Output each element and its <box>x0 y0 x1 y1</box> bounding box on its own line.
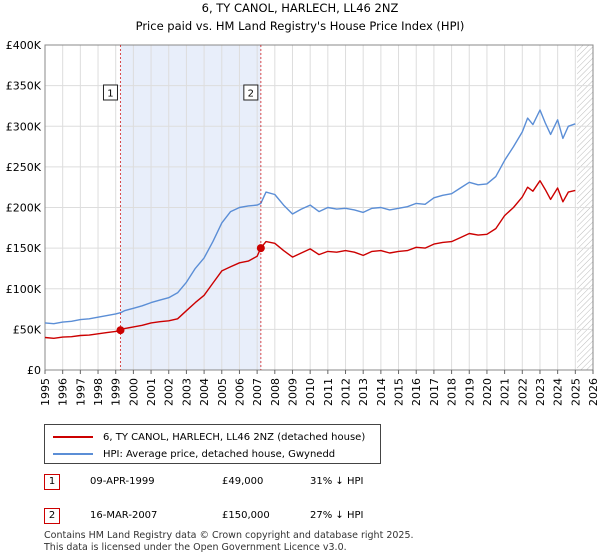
chart-subtitle: Price paid vs. HM Land Registry's House … <box>136 19 465 33</box>
sale-label-box <box>102 84 118 101</box>
x-tick-label: 2018 <box>446 378 459 406</box>
y-tick-label: £300K <box>6 120 42 133</box>
hpi-line <box>44 109 576 325</box>
property-price-line <box>44 179 576 339</box>
x-tick-label: 2022 <box>516 378 529 406</box>
y-tick-label: £100K <box>6 283 42 296</box>
x-tick-label: 2002 <box>163 378 176 406</box>
sale-badge: 2 <box>44 508 60 524</box>
x-tick-label: 1997 <box>74 378 87 406</box>
x-tick-label: 1996 <box>57 378 70 406</box>
x-tick-label: 1998 <box>92 378 105 406</box>
x-tick-label: 2000 <box>127 378 140 406</box>
x-tick-label: 2001 <box>145 378 158 406</box>
x-tick-label: 2017 <box>428 378 441 406</box>
x-tick-label: 2012 <box>340 378 353 406</box>
footer-copyright: Contains HM Land Registry data © Crown c… <box>44 530 414 541</box>
plot-area: £0 £50K £100K £150K £200K £250K £300K £350K £400… <box>6 39 600 406</box>
x-tick-label: 2005 <box>216 378 229 406</box>
x-tick-label: 1999 <box>110 378 123 406</box>
x-tick-label: 2020 <box>481 378 494 406</box>
x-tick-label: 2010 <box>304 378 317 406</box>
x-tick-label: 2015 <box>393 378 406 406</box>
sale-label-box <box>243 84 259 101</box>
x-tick-label: 2016 <box>410 378 423 406</box>
x-tick-label: 2004 <box>198 378 211 406</box>
x-tick-label: 2023 <box>534 378 547 406</box>
x-tick-label: 2014 <box>375 378 388 406</box>
y-tick-label: £400K <box>6 39 42 52</box>
x-tick-label: 2008 <box>269 378 282 406</box>
sale-row: 1 09-APR-1999 £49,000 31% ↓ HPI <box>44 472 444 492</box>
sale-row: 2 16-MAR-2007 £150,000 27% ↓ HPI <box>44 506 444 526</box>
y-tick-label: £350K <box>6 80 42 93</box>
x-tick-label: 2013 <box>357 378 370 406</box>
sale-label: 2 <box>248 89 254 100</box>
y-tick-label: £50K <box>13 323 42 336</box>
y-tick-label: £150K <box>6 242 42 255</box>
footer: Contains HM Land Registry data © Crown c… <box>44 530 414 554</box>
x-tick-label: 2006 <box>233 378 246 406</box>
sale-date: 16-MAR-2007 <box>90 510 158 521</box>
plot-frame <box>44 44 594 371</box>
sale-price: £49,000 <box>222 476 264 487</box>
legend: 6, TY CANOL, HARLECH, LL46 2NZ (detached… <box>44 424 381 464</box>
sale-hpi-diff: 31% ↓ HPI <box>310 476 364 487</box>
sale-badge: 1 <box>44 474 60 490</box>
sale-point <box>256 244 265 253</box>
y-tick-label: £250K <box>6 161 42 174</box>
x-tick-label: 1995 <box>39 378 52 406</box>
legend-item-hpi: HPI: Average price, detached house, Gwyn… <box>53 446 335 462</box>
sale-label: 1 <box>107 89 113 100</box>
x-tick-label: 2026 <box>587 378 600 406</box>
x-tick-label: 2011 <box>322 378 335 406</box>
x-tick-label: 2021 <box>499 378 512 406</box>
x-tick-label: 2024 <box>552 378 565 406</box>
y-tick-label: £200K <box>6 202 42 215</box>
x-tick-label: 2007 <box>251 378 264 406</box>
sale-point <box>116 326 125 335</box>
x-tick-label: 2025 <box>569 378 582 406</box>
x-tick-label: 2019 <box>463 378 476 406</box>
sale-hpi-diff: 27% ↓ HPI <box>310 510 364 521</box>
footer-licence: This data is licensed under the Open Gov… <box>44 542 347 553</box>
x-tick-label: 2009 <box>286 378 299 406</box>
chart-title: 6, TY CANOL, HARLECH, LL46 2NZ <box>202 1 399 15</box>
price-chart: 6, TY CANOL, HARLECH, LL46 2NZ Price pai… <box>6 1 600 406</box>
x-tick-label: 2003 <box>180 378 193 406</box>
legend-item-property: 6, TY CANOL, HARLECH, LL46 2NZ (detached… <box>53 429 365 445</box>
sale-date: 09-APR-1999 <box>90 476 155 487</box>
legend-label-hpi: HPI: Average price, detached house, Gwyn… <box>103 448 336 460</box>
legend-label-property: 6, TY CANOL, HARLECH, LL46 2NZ (detached… <box>103 431 366 443</box>
legend-swatch-property <box>53 436 93 438</box>
legend-swatch-hpi <box>53 453 93 455</box>
sale-price: £150,000 <box>222 510 270 521</box>
y-tick-label: £0 <box>27 364 41 377</box>
